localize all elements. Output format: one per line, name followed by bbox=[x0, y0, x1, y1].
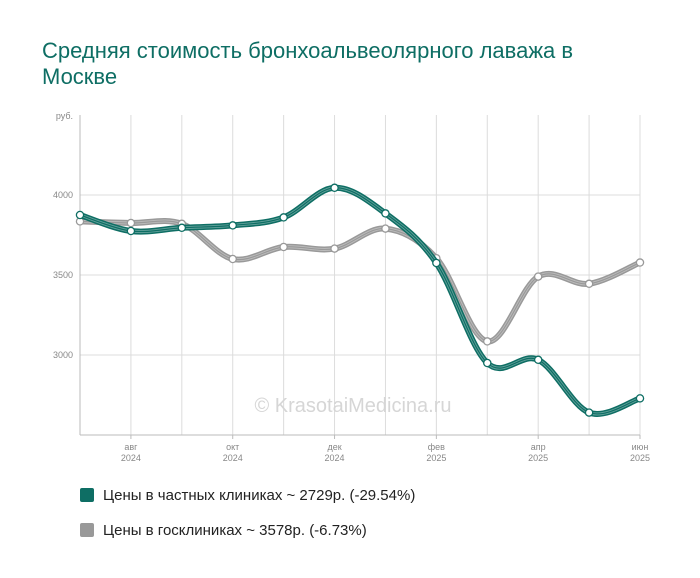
data-point-public bbox=[483, 337, 492, 346]
series-line-public bbox=[77, 218, 643, 345]
x-tick-label-month: фев bbox=[428, 442, 445, 452]
legend-item-public[interactable]: Цены в госклиниках ~ 3578р. (-6.73%) bbox=[80, 521, 415, 539]
legend-item-private[interactable]: Цены в частных клиниках ~ 2729р. (-29.54… bbox=[80, 486, 415, 504]
line-chart: 300035004000руб.авг2024окт2024дек2024фев… bbox=[53, 111, 650, 463]
x-tick-label-year: 2024 bbox=[325, 453, 345, 463]
x-tick-label-month: дек bbox=[327, 442, 341, 452]
data-point-private bbox=[584, 408, 594, 417]
data-point-public bbox=[330, 244, 339, 253]
data-point-private bbox=[635, 394, 645, 403]
data-point-private bbox=[381, 209, 390, 218]
x-tick-label-year: 2024 bbox=[223, 453, 243, 463]
data-point-private bbox=[177, 223, 187, 233]
data-point-private bbox=[432, 258, 441, 268]
data-point-public bbox=[279, 242, 288, 252]
data-point-public bbox=[126, 218, 136, 228]
x-tick-label-month: окт bbox=[226, 442, 239, 452]
x-tick-label-month: авг bbox=[124, 442, 138, 452]
x-tick-label-year: 2024 bbox=[121, 453, 141, 463]
data-point-private bbox=[75, 210, 85, 220]
data-point-private bbox=[533, 355, 543, 365]
data-point-public bbox=[584, 279, 594, 289]
data-point-public bbox=[635, 258, 645, 267]
legend-swatch-public bbox=[80, 523, 94, 537]
y-tick-label: 3000 bbox=[53, 350, 73, 360]
y-tick-label: 3500 bbox=[53, 270, 73, 280]
legend-label-private: Цены в частных клиниках ~ 2729р. (-29.54… bbox=[103, 486, 416, 504]
data-point-public bbox=[381, 224, 390, 233]
data-point-private bbox=[126, 226, 136, 236]
data-point-public bbox=[228, 254, 237, 264]
watermark-text: © KrasotaiMedicina.ru bbox=[254, 395, 451, 417]
x-tick-label-month: апр bbox=[531, 442, 546, 452]
y-tick-label: 4000 bbox=[53, 190, 73, 200]
data-point-private bbox=[279, 213, 288, 222]
y-unit-label: руб. bbox=[56, 111, 73, 121]
legend-swatch-private bbox=[80, 488, 94, 502]
chart-title: Средняя стоимость бронхоальвеолярного ла… bbox=[42, 38, 574, 89]
legend-label-public: Цены в госклиниках ~ 3578р. (-6.73%) bbox=[103, 521, 367, 539]
data-point-private bbox=[330, 183, 339, 193]
x-tick-label-year: 2025 bbox=[426, 453, 446, 463]
data-point-public bbox=[533, 272, 543, 281]
data-point-private bbox=[483, 358, 492, 368]
x-tick-label-year: 2025 bbox=[528, 453, 548, 463]
x-tick-label-year: 2025 bbox=[630, 453, 650, 463]
x-tick-label-month: июн bbox=[632, 442, 649, 452]
legend: Цены в частных клиниках ~ 2729р. (-29.54… bbox=[80, 486, 415, 556]
data-point-private bbox=[228, 221, 237, 230]
